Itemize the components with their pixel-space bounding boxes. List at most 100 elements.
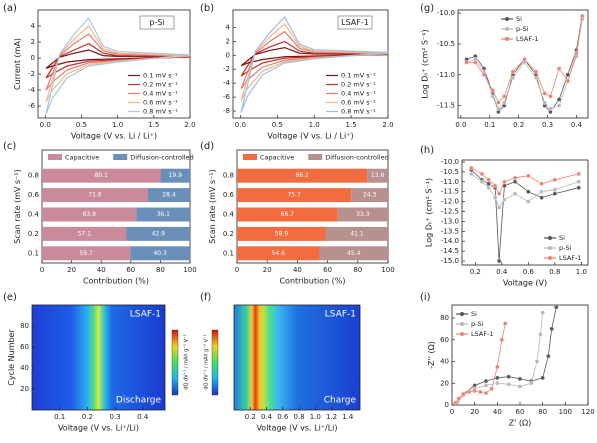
x-tick-label: 60 [516, 408, 525, 416]
data-point [502, 197, 507, 202]
legend-label: Diffusion-controlled [130, 154, 194, 162]
legend-marker [460, 332, 464, 336]
x-tick-label: 0.2 [82, 413, 93, 421]
value-label: 63.9 [83, 211, 97, 218]
plot-frame [461, 159, 589, 266]
data-point [495, 381, 500, 386]
y-tick-label: 20 [20, 385, 29, 393]
x-tick-label: 0.4 [261, 413, 273, 421]
bar-segment [351, 188, 388, 203]
y-tick-label: 0.1 [223, 249, 234, 257]
legend-label: LSAF-1 [516, 35, 539, 43]
plot-frame [41, 149, 191, 264]
x-axis-label: Voltage (V vs. Li / Li⁺) [267, 132, 353, 141]
legend-swatch [243, 154, 257, 160]
data-point [533, 69, 539, 74]
data-point [556, 66, 562, 71]
y-tick-label: -8 [223, 107, 230, 115]
data-point [461, 391, 466, 397]
legend-marker [548, 246, 552, 250]
legend-label: 0.8 mV s⁻¹ [341, 108, 376, 116]
bar-segment [126, 226, 190, 241]
x-tick-label: 120 [581, 408, 594, 416]
bar-segment [42, 207, 137, 222]
data-point [552, 177, 557, 182]
data-point [522, 57, 527, 62]
data-point [502, 179, 507, 184]
legend-label: Si [516, 15, 522, 23]
data-point [479, 179, 485, 184]
bar-segment [42, 246, 131, 261]
y-tick-label: 4 [31, 22, 36, 30]
annotation: p-Si [149, 18, 164, 27]
data-point [481, 72, 487, 77]
colorbar-label: dQ dV⁻¹ / mAh g⁻¹ V⁻¹ [204, 334, 210, 389]
y-tick-label: 60 [20, 343, 29, 351]
x-tick-label: 0 [450, 408, 454, 416]
x-tick-label: 0.2 [513, 121, 524, 129]
bar-segment [42, 168, 161, 183]
plot-frame [37, 9, 191, 119]
heatmap [32, 305, 165, 410]
x-tick-label: 0.0 [40, 121, 51, 129]
x-tick-label: 80 [156, 266, 165, 274]
plot-frame [232, 9, 389, 119]
data-point [502, 94, 507, 99]
value-label: 59.7 [79, 250, 93, 257]
y-tick-label: 80 [20, 322, 29, 330]
y-axis-label: Scan rate (mV s⁻¹) [13, 169, 22, 243]
x-tick-label: 1.0 [576, 268, 587, 276]
x-tick-label: 1.5 [346, 121, 357, 129]
value-label: 33.3 [356, 211, 370, 218]
legend-label: 0.4 mV s⁻¹ [341, 90, 376, 98]
x-tick-label: 1.5 [148, 121, 159, 129]
legend-label: 0.2 mV s⁻¹ [341, 81, 376, 89]
data-point [486, 185, 491, 190]
legend-marker [505, 17, 509, 21]
x-tick-label: 0.5 [76, 121, 87, 129]
plot-frame [31, 304, 166, 411]
y-axis-label: Scan rate (mV s⁻¹) [208, 169, 217, 243]
y-tick-label: 0.8 [28, 172, 39, 180]
data-point [529, 381, 534, 386]
data-point [540, 310, 545, 315]
data-point [546, 353, 551, 359]
data-point [548, 106, 553, 111]
x-tick-label: 1.0 [310, 413, 321, 421]
bar-segment [237, 188, 352, 203]
value-label: 66.7 [281, 211, 295, 218]
legend-label: p-Si [559, 244, 572, 252]
data-point [542, 100, 547, 105]
annotation-box [337, 15, 373, 30]
data-point [526, 189, 531, 194]
x-tick-label: 80 [538, 408, 547, 416]
data-point [574, 51, 579, 56]
x-tick-label: 0 [235, 266, 239, 274]
panel-label: (g) [420, 3, 434, 14]
data-point [489, 386, 494, 391]
value-label: 75.7 [287, 192, 301, 199]
y-tick-label: 0.2 [28, 230, 39, 238]
legend-label: 0.2 mV s⁻¹ [143, 81, 178, 89]
x-tick-label: 0.8 [549, 268, 560, 276]
bar-segment [42, 188, 148, 203]
data-point [526, 173, 531, 178]
legend-marker [548, 236, 552, 240]
y-tick-label: 0.2 [223, 230, 234, 238]
annotation: Charge [324, 396, 357, 406]
x-tick-label: 0.1 [54, 413, 65, 421]
x-tick-label: 0.3 [110, 413, 121, 421]
bar-segment [237, 246, 320, 261]
legend-label: Capacitive [260, 154, 294, 162]
series-line [240, 23, 389, 101]
legend-swatch [113, 154, 128, 160]
y-tick-label: -13.5 [441, 227, 459, 235]
data-point [556, 103, 562, 108]
data-point [576, 185, 581, 190]
data-point [495, 364, 500, 370]
data-point [496, 205, 502, 210]
x-tick-label: 100 [183, 266, 196, 274]
x-tick-label: 0.4 [137, 413, 149, 421]
legend-swatch [308, 154, 323, 160]
y-tick-label: 2 [31, 38, 35, 46]
